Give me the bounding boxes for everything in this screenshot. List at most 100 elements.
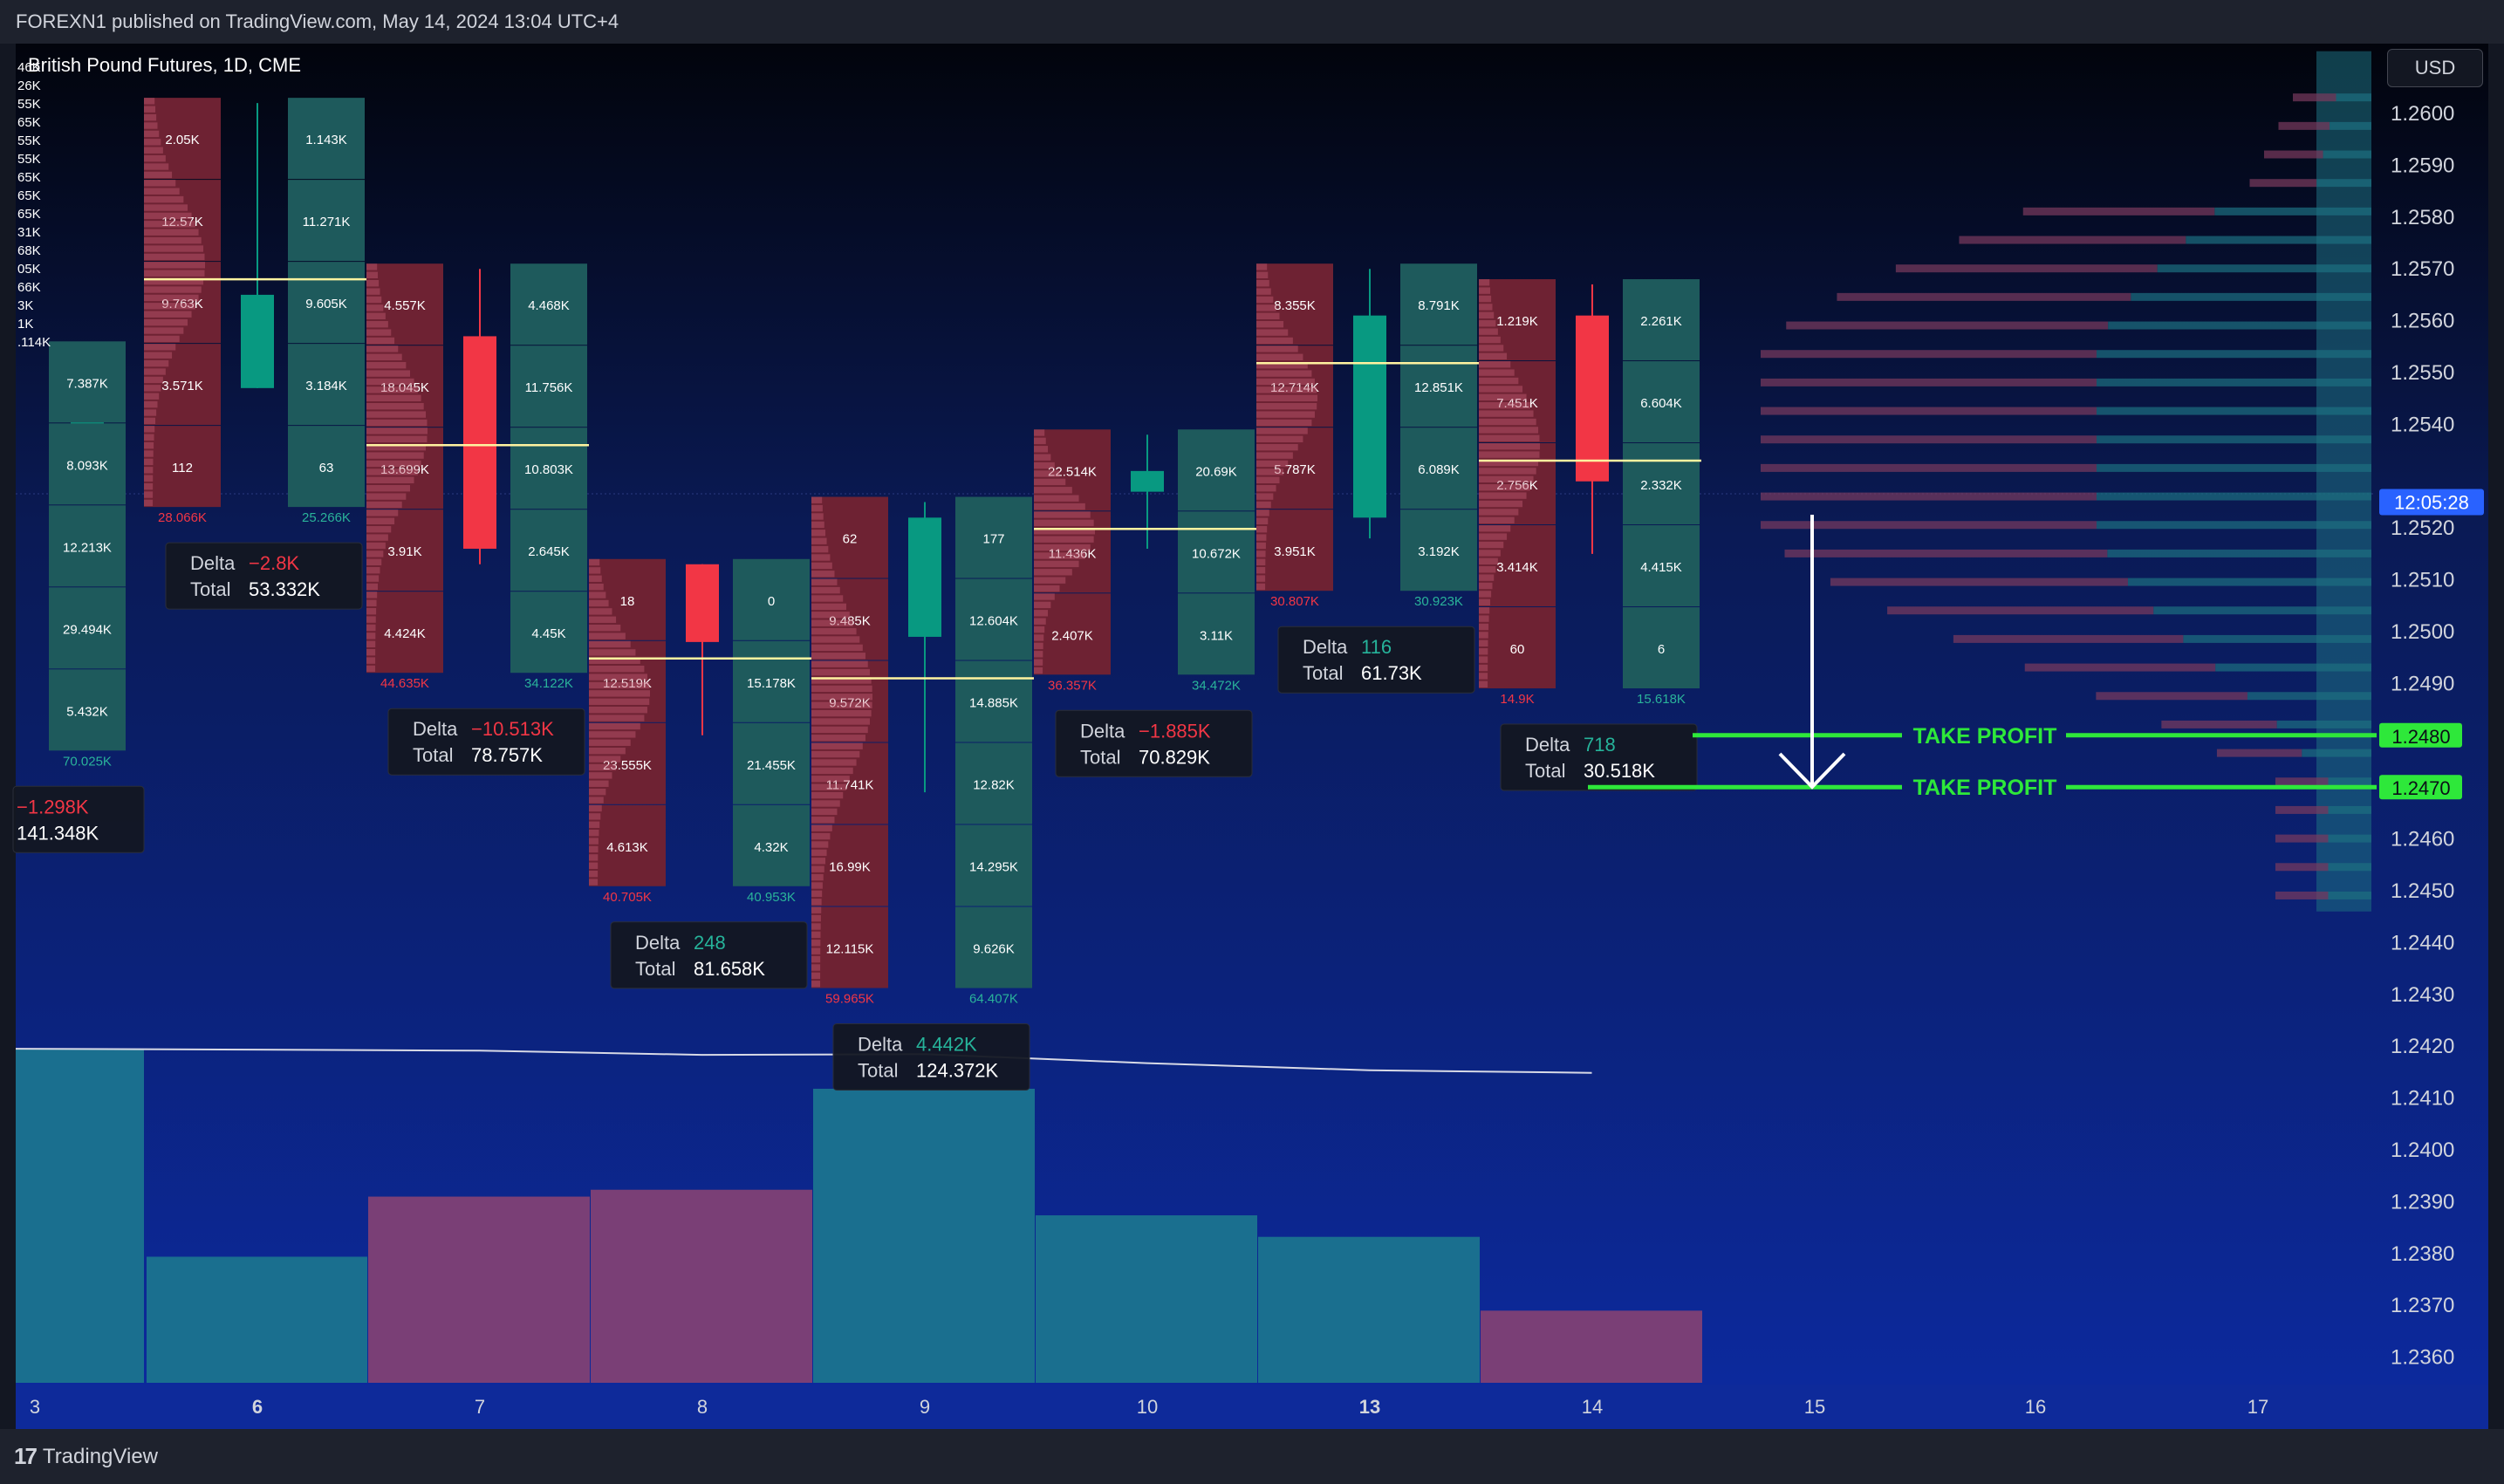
mini-profile-row (811, 882, 823, 889)
mini-profile-row (366, 633, 376, 639)
delta-label: Delta (1303, 636, 1348, 658)
price-chart[interactable]: 7.387K 8.093K 12.213K 29.494K 5.432K 70.025K −… (0, 44, 2504, 1429)
take-profit-label: TAKE PROFIT (1913, 776, 2057, 800)
footprint-down-cell (811, 906, 888, 988)
partial-label: 65K (17, 115, 41, 130)
footprint-down-cell (1034, 429, 1111, 511)
mini-profile-row (1034, 560, 1079, 568)
mini-profile-row (589, 608, 612, 615)
mini-profile-row (589, 583, 604, 591)
footprint-up-cell-value: 14.295K (969, 860, 1018, 875)
candle-body[interactable] (463, 336, 496, 549)
price-tick-label: 1.2590 (2391, 154, 2454, 177)
footprint-up-cell (1400, 427, 1477, 509)
mini-profile-row (811, 603, 846, 611)
mini-profile-row (1479, 533, 1508, 540)
candle-body[interactable] (1353, 315, 1386, 518)
mini-profile-row (366, 509, 399, 516)
mini-profile-row (811, 964, 821, 971)
footprint-down-cell-value: 3.91K (387, 544, 421, 559)
partial-label: .114K (17, 335, 51, 350)
footprint-down-cell (1256, 427, 1333, 509)
footprint-down-cell (811, 660, 888, 742)
footprint-up-cell-value: 6.089K (1418, 462, 1460, 477)
volume-bar (1481, 1310, 1702, 1383)
vp-row-down (2293, 93, 2336, 102)
delta-value: −1.885K (1139, 720, 1211, 742)
vp-row-down (1761, 463, 2097, 472)
mini-profile-row (366, 640, 376, 647)
mini-profile-row (589, 788, 606, 796)
mini-profile-row (144, 376, 163, 384)
mini-profile-row (811, 685, 872, 693)
mini-profile-row (366, 583, 379, 591)
candle-body[interactable] (241, 294, 274, 388)
mini-profile-row (1479, 566, 1496, 573)
mini-profile-row (1479, 410, 1534, 417)
footprint-down-cell-value: 2.407K (1051, 628, 1093, 643)
footprint-down-cell (1256, 509, 1333, 592)
footprint-down-cell (589, 722, 666, 804)
footprint-up-cell-value: 12.851K (1414, 380, 1463, 395)
mini-profile-row (144, 294, 199, 302)
vp-row-up (2127, 578, 2371, 586)
footprint-up-cell-value: 1.143K (305, 133, 347, 147)
mini-profile-row (811, 612, 850, 619)
footprint-down-cell (144, 262, 221, 344)
date-tick-label: 17 (2247, 1396, 2268, 1418)
footprint-up-cell-value: 21.455K (747, 758, 796, 773)
mini-profile-row (811, 735, 865, 742)
candle-body[interactable] (908, 517, 941, 637)
current-time-tag (2379, 489, 2484, 516)
price-tick-label: 1.2540 (2391, 413, 2454, 436)
price-tick-label: 1.2370 (2391, 1294, 2454, 1317)
footprint-down-cell-value: 3.951K (1274, 544, 1316, 559)
mini-profile-row (144, 106, 156, 113)
price-tick-label: 1.2360 (2391, 1346, 2454, 1370)
vp-row-down (2024, 663, 2216, 672)
mini-profile-row (589, 567, 601, 574)
candle-body[interactable] (1131, 470, 1164, 492)
footprint-down-cell-value: 23.555K (603, 758, 652, 773)
candle-body[interactable] (1576, 315, 1609, 482)
mini-profile-row (811, 562, 832, 570)
footprint-down-cell (1479, 279, 1556, 361)
mini-profile-row (1479, 311, 1495, 319)
footprint-up-cell-value: 12.604K (969, 614, 1018, 629)
mini-profile-row (1256, 304, 1276, 311)
candle-body[interactable] (686, 564, 719, 642)
date-tick-label: 10 (1137, 1396, 1158, 1418)
price-tick-label: 1.2560 (2391, 310, 2454, 333)
mini-profile-row (1256, 444, 1298, 451)
footprint-down-cell-value: 12.519K (603, 676, 652, 691)
mini-profile-row (589, 870, 599, 878)
mini-profile-row (1256, 386, 1317, 393)
footprint-up-cell-value: 9.626K (973, 942, 1015, 957)
mini-profile-row (589, 599, 609, 607)
partial-label: 65K (17, 207, 41, 222)
mini-profile-row (1479, 361, 1511, 368)
mini-profile-row (589, 706, 647, 714)
mini-profile-row (589, 640, 631, 648)
total-value: 61.73K (1361, 662, 1422, 684)
mini-profile-row (366, 378, 414, 386)
mini-profile-row (1034, 585, 1060, 592)
mini-profile-row (366, 296, 382, 304)
mini-profile-row (589, 657, 640, 664)
mini-profile-row (1034, 552, 1085, 559)
partial-label: 55K (17, 152, 41, 167)
currency-button[interactable]: USD (2387, 49, 2483, 87)
delta-label: Delta (858, 1034, 903, 1056)
mini-profile-row (144, 434, 154, 441)
mini-profile-row (366, 452, 424, 459)
mini-profile-row (1256, 452, 1293, 459)
footprint-down-cell (589, 804, 666, 886)
vp-row-up (2316, 179, 2371, 188)
footprint-down-cell-value: 2.756K (1496, 478, 1538, 493)
footprint-down-footer: 40.705K (603, 890, 652, 905)
mini-profile-row (1479, 500, 1523, 508)
mini-profile-row (1479, 557, 1498, 565)
mini-profile-row (144, 229, 199, 236)
take-profit-price: 1.2480 (2391, 726, 2450, 748)
vp-row-down (1761, 435, 2097, 444)
